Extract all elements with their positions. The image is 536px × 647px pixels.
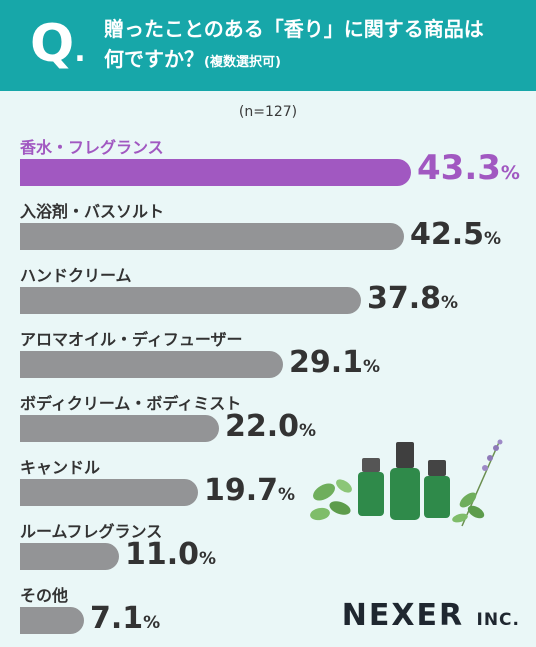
- question-text: 贈ったことのある「香り」に関する商品は 何ですか？(複数選択可): [104, 14, 524, 78]
- bar: [20, 607, 84, 634]
- bottle-small-left: [358, 458, 384, 516]
- bar: [20, 159, 411, 186]
- value-number: 7.1: [90, 601, 144, 636]
- bottle-small-right: [424, 460, 450, 518]
- category-label: ボディクリーム・ボディミスト: [20, 394, 242, 413]
- question-header: Q. 贈ったことのある「香り」に関する商品は 何ですか？(複数選択可): [0, 0, 536, 91]
- question-mark: Q.: [30, 18, 86, 70]
- chart-row: キャンドル 19.7%: [0, 454, 536, 514]
- question-line-2: 何ですか？(複数選択可): [104, 44, 524, 78]
- bottle-tall-center: [390, 442, 420, 520]
- chart-row: ボディクリーム・ボディミスト 22.0%: [0, 390, 536, 450]
- value-label: 22.0%: [225, 409, 316, 449]
- sample-size: (n=127): [238, 104, 298, 120]
- value-unit: %: [363, 357, 381, 377]
- category-label: ハンドクリーム: [20, 266, 132, 285]
- value-label: 43.3%: [417, 150, 520, 191]
- value-unit: %: [484, 229, 502, 249]
- bar: [20, 351, 283, 378]
- value-label: 37.8%: [367, 281, 458, 321]
- value-label: 7.1%: [90, 601, 160, 641]
- category-label: その他: [20, 586, 69, 605]
- q-dot: .: [74, 34, 86, 69]
- logo-suffix: INC.: [476, 610, 520, 630]
- nexer-logo: NEXER INC.: [342, 598, 520, 633]
- value-number: 42.5: [410, 217, 485, 252]
- bar: [20, 479, 198, 506]
- bar: [20, 287, 361, 314]
- question-line-1: 贈ったことのある「香り」に関する商品は: [104, 17, 484, 41]
- value-number: 11.0: [125, 537, 200, 572]
- chart-row: その他 7.1%: [0, 582, 536, 642]
- category-label: キャンドル: [20, 458, 101, 477]
- category-label: アロマオイル・ディフューザー: [20, 330, 243, 349]
- category-label: 入浴剤・バスソルト: [20, 202, 165, 221]
- value-unit: %: [199, 549, 217, 569]
- mint-leaves-left: [310, 479, 352, 521]
- value-label: 42.5%: [410, 217, 501, 257]
- category-label: 香水・フレグランス: [20, 138, 164, 157]
- lavender-sprig: [452, 439, 503, 527]
- value-number: 29.1: [289, 345, 364, 380]
- chart-row: ルームフレグランス 11.0%: [0, 518, 536, 578]
- value-label: 11.0%: [125, 537, 216, 577]
- value-unit: %: [299, 421, 317, 441]
- chart-row: アロマオイル・ディフューザー 29.1%: [0, 326, 536, 386]
- category-label: ルームフレグランス: [20, 522, 163, 541]
- value-number: 43.3: [417, 148, 501, 188]
- value-number: 37.8: [367, 281, 442, 316]
- value-number: 22.0: [225, 409, 300, 444]
- logo-name: NEXER: [341, 598, 465, 633]
- chart-row: 香水・フレグランス 43.3%: [0, 134, 536, 194]
- value-label: 19.7%: [204, 473, 295, 513]
- value-unit: %: [143, 613, 161, 633]
- q-letter: Q: [30, 14, 75, 74]
- aroma-oil-bottles-illustration: [310, 439, 503, 527]
- bar: [20, 415, 219, 442]
- value-unit: %: [441, 293, 459, 313]
- question-line-2-main: 何ですか？: [104, 47, 204, 71]
- value-number: 19.7: [204, 473, 279, 508]
- question-note: (複数選択可): [204, 55, 281, 70]
- chart-row: 入浴剤・バスソルト 42.5%: [0, 198, 536, 258]
- value-unit: %: [278, 485, 296, 505]
- chart-row: ハンドクリーム 37.8%: [0, 262, 536, 322]
- value-label: 29.1%: [289, 345, 380, 385]
- value-unit: %: [500, 162, 520, 184]
- bar: [20, 223, 404, 250]
- bar: [20, 543, 119, 570]
